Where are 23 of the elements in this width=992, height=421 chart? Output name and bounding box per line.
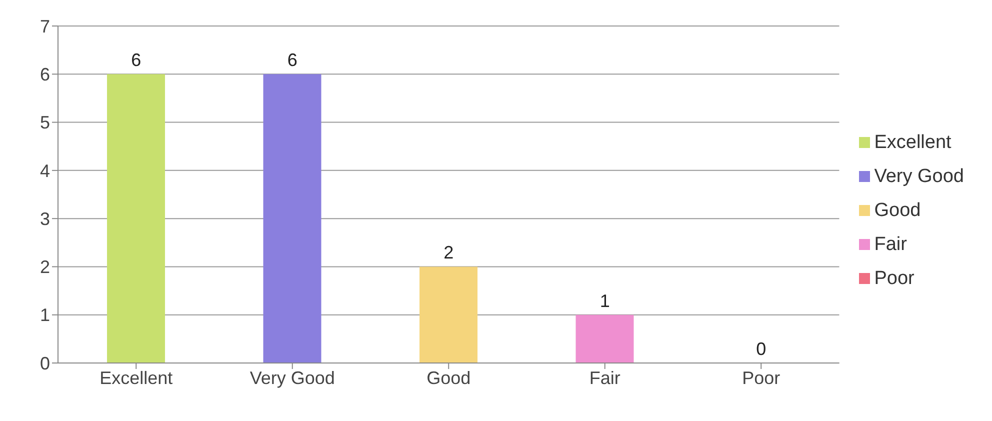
x-tick-label: Poor	[742, 368, 780, 388]
x-tick-label: Excellent	[100, 368, 173, 388]
legend-label: Poor	[874, 268, 914, 288]
legend-label: Good	[874, 200, 921, 220]
x-tick-label: Very Good	[250, 368, 335, 388]
x-tick-label: Good	[426, 368, 471, 388]
legend-label: Excellent	[874, 132, 952, 152]
y-tick-label: 4	[40, 160, 50, 181]
y-tick-label: 3	[40, 208, 50, 229]
y-tick-label: 1	[40, 305, 50, 326]
x-tick-label: Fair	[589, 368, 620, 388]
y-tick-label: 6	[40, 64, 50, 85]
y-tick-label: 2	[40, 257, 50, 278]
y-tick-label: 7	[40, 16, 50, 36]
data-label: 2	[444, 242, 454, 263]
legend-label: Fair	[874, 234, 907, 254]
data-label: 6	[287, 50, 298, 70]
data-label: 1	[600, 290, 610, 311]
legend-label: Very Good	[874, 166, 964, 186]
y-tick-label: 0	[40, 353, 50, 374]
data-label: 6	[131, 50, 142, 70]
data-label: 0	[756, 339, 766, 359]
y-tick-label: 5	[40, 112, 50, 133]
